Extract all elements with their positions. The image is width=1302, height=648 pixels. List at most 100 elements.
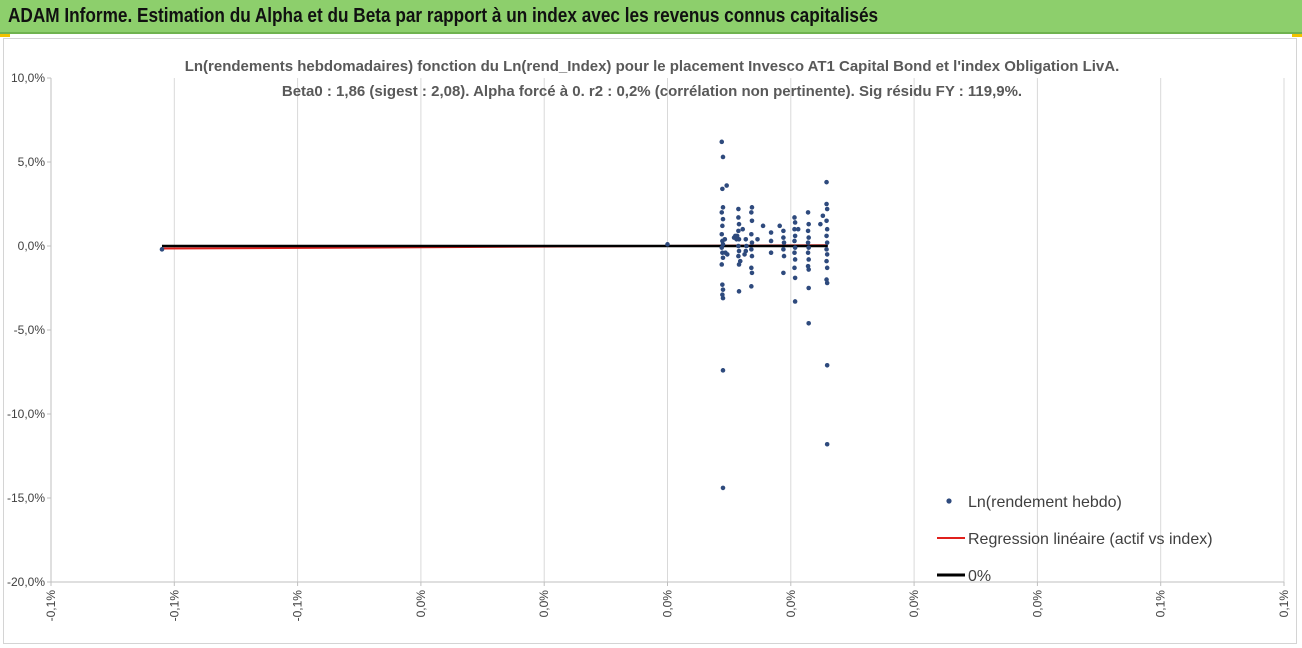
data-point [792,265,797,271]
data-point [777,223,783,229]
data-point [749,265,754,271]
data-point [824,226,830,232]
data-point [724,183,729,188]
data-point [824,258,829,264]
data-point [820,213,826,219]
data-point [806,235,811,240]
chart-subtitle: Beta0 : 1,86 (sigest : 2,08). Alpha forc… [282,83,1022,100]
data-point [720,255,726,261]
report-header-bar: ADAM Informe. Estimation du Alpha et du … [0,0,1302,34]
data-point [792,245,798,250]
y-tick-label: -10,0% [7,407,45,421]
data-point [736,206,741,212]
data-point [792,299,798,304]
data-point [824,362,830,368]
data-point [720,205,726,210]
data-point [792,250,797,256]
x-tick-label: -0,1% [44,590,58,622]
data-point [722,236,728,242]
legend-label: 0% [968,568,991,585]
data-point [792,238,797,244]
data-point [824,441,830,447]
data-point [781,235,786,240]
data-point [805,228,811,234]
data-point [749,218,755,224]
data-point [736,253,741,259]
y-tick-label: -20,0% [7,575,45,589]
data-point [824,265,830,271]
data-point [806,285,811,291]
data-point [824,233,829,239]
x-tick-label: 0,1% [1154,590,1168,618]
data-point [723,250,728,256]
chart-title: Ln(rendements hebdomadaires) fonction du… [185,58,1120,75]
data-point [824,206,830,212]
y-tick-label: 10,0% [11,71,45,85]
data-point [734,233,740,239]
x-tick-label: 0,0% [784,590,798,618]
legend-label: Ln(rendement hebdo) [968,494,1122,511]
data-point [749,240,755,245]
data-point [736,215,741,220]
data-point [806,245,811,250]
data-point [720,223,725,229]
data-point [781,228,786,234]
data-point [792,226,797,232]
data-point [806,257,811,262]
data-point [792,220,798,225]
data-point [749,270,755,276]
data-point [720,368,726,373]
x-tick-label: 0,0% [537,590,551,618]
data-point [719,231,725,237]
data-point [824,218,829,224]
data-point [768,238,774,244]
data-point [720,186,725,192]
data-point [824,252,830,257]
data-point [736,289,742,294]
data-point [740,226,746,232]
data-point [719,210,725,215]
right-corner-accent [1292,34,1302,37]
x-tick-label: -0,1% [167,590,181,622]
data-point [736,228,741,234]
scatter-points [159,139,830,491]
data-point [743,236,749,242]
report-title: ADAM Informe. Estimation du Alpha et du … [8,5,879,27]
data-point [781,247,786,252]
data-point [806,320,811,326]
data-point [736,221,742,227]
data-point [749,210,754,215]
y-tick-label: -15,0% [7,491,45,505]
data-point [720,485,726,491]
data-point [805,240,811,245]
data-point [781,240,787,245]
data-point [824,240,830,245]
y-tick-label: 0,0% [18,239,46,253]
data-point [792,233,798,239]
x-tick-label: 0,0% [907,590,921,618]
data-point [781,253,787,259]
data-point [805,210,811,215]
data-point [720,282,725,287]
data-point [749,284,754,289]
data-point [736,248,742,254]
y-tick-label: -5,0% [14,323,46,337]
chart-area: Ln(rendements hebdomadaires) fonction du… [3,38,1297,644]
data-point [749,205,755,210]
legend: Ln(rendement hebdo) Regression linéaire (… [937,494,1213,585]
left-corner-accent [0,34,10,37]
data-point [760,223,766,229]
data-point [744,243,749,249]
y-tick-label: 5,0% [18,155,46,169]
x-tick-label: 0,1% [1277,590,1291,618]
x-tick-label: 0,0% [661,590,675,618]
data-point [768,250,774,256]
data-point [824,247,829,252]
series-lines [161,244,828,250]
data-point [665,242,670,247]
data-point [781,270,786,276]
scatter-chart: Ln(rendements hebdomadaires) fonction du… [7,58,1291,622]
data-point [737,258,743,264]
data-point [719,245,725,250]
y-axis-tick-labels: 10,0% 5,0% 0,0% -5,0% -10,0% -15,0% -20,0% [7,71,45,589]
